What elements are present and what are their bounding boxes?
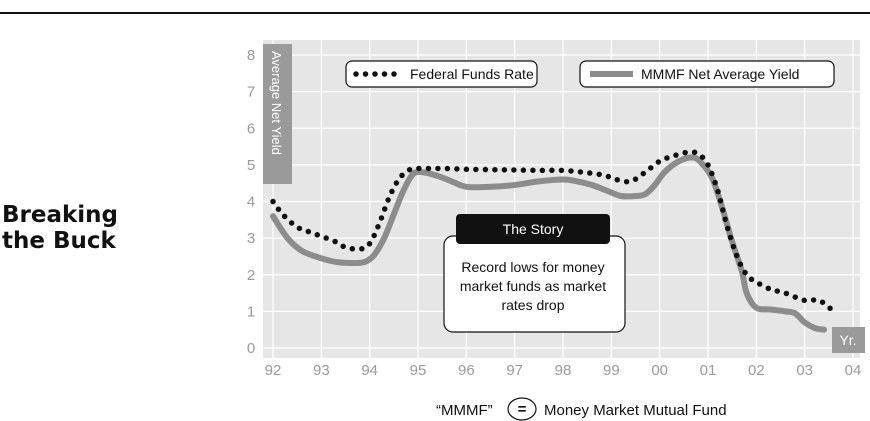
xlabel-panel <box>832 327 865 353</box>
x-tick-label: 04 <box>845 362 862 379</box>
legend-label-federal: Federal Funds Rate <box>410 66 534 82</box>
x-tick-label: 00 <box>651 362 668 379</box>
x-tick-label: 01 <box>700 362 717 379</box>
x-tick-label: 02 <box>748 362 765 379</box>
y-tick-label: 1 <box>247 303 255 320</box>
x-tick-label: 96 <box>458 362 475 379</box>
x-tick-label: 03 <box>796 362 813 379</box>
story-line-1: Record lows for money <box>461 259 604 275</box>
series-line-mmmf <box>270 154 827 333</box>
y-tick-label: 0 <box>247 340 255 357</box>
x-tick-label: 97 <box>506 362 523 379</box>
legend-label-mmmf: MMMF Net Average Yield <box>641 66 799 82</box>
y-tick-label: 5 <box>247 157 255 174</box>
ylabel-panel <box>263 44 292 184</box>
x-tick-labels: 92 93 94 95 96 97 98 99 00 01 02 03 04 <box>265 362 862 379</box>
title-line-2: the Buck <box>2 228 116 254</box>
footnote-symbol: = <box>518 401 527 418</box>
legend: Federal Funds Rate MMMF Net Average Yiel… <box>345 60 835 88</box>
x-tick-label: 98 <box>555 362 572 379</box>
y-tick-label: 4 <box>247 194 255 211</box>
y-tick-label: 8 <box>247 47 255 64</box>
story-line-3: rates drop <box>501 297 564 313</box>
footnote: “MMMF” = Money Market Mutual Fund <box>436 397 727 421</box>
story-annotation: The Story Record lows for money market f… <box>443 214 626 333</box>
footnote-abbr: “MMMF” <box>436 402 493 419</box>
x-axis-label: Yr. <box>839 332 856 348</box>
y-tick-label: 7 <box>247 84 255 101</box>
legend-box-federal <box>345 60 538 88</box>
x-tick-label: 93 <box>313 362 330 379</box>
legend-box-mmmf <box>579 60 835 88</box>
y-axis-label: Average Net Yield <box>269 51 284 155</box>
footnote-meaning: Money Market Mutual Fund <box>544 402 727 419</box>
story-heading: The Story <box>503 221 564 237</box>
y-tick-label: 6 <box>247 120 255 137</box>
title-line-1: Breaking <box>2 202 119 228</box>
y-tick-labels: 0 1 2 3 4 5 6 7 8 <box>247 47 255 357</box>
x-tick-label: 95 <box>410 362 427 379</box>
x-tick-label: 99 <box>603 362 620 379</box>
x-tick-label: 94 <box>361 362 378 379</box>
x-tick-label: 92 <box>265 362 282 379</box>
top-rule <box>0 12 870 14</box>
story-line-2: market funds as market <box>460 278 606 294</box>
series-line-federal-funds <box>270 149 837 315</box>
equals-icon <box>507 397 537 421</box>
y-tick-label: 2 <box>247 267 255 284</box>
story-heading-bg <box>456 214 610 244</box>
y-tick-label: 3 <box>247 230 255 247</box>
page-title: Breaking the Buck <box>2 202 118 254</box>
